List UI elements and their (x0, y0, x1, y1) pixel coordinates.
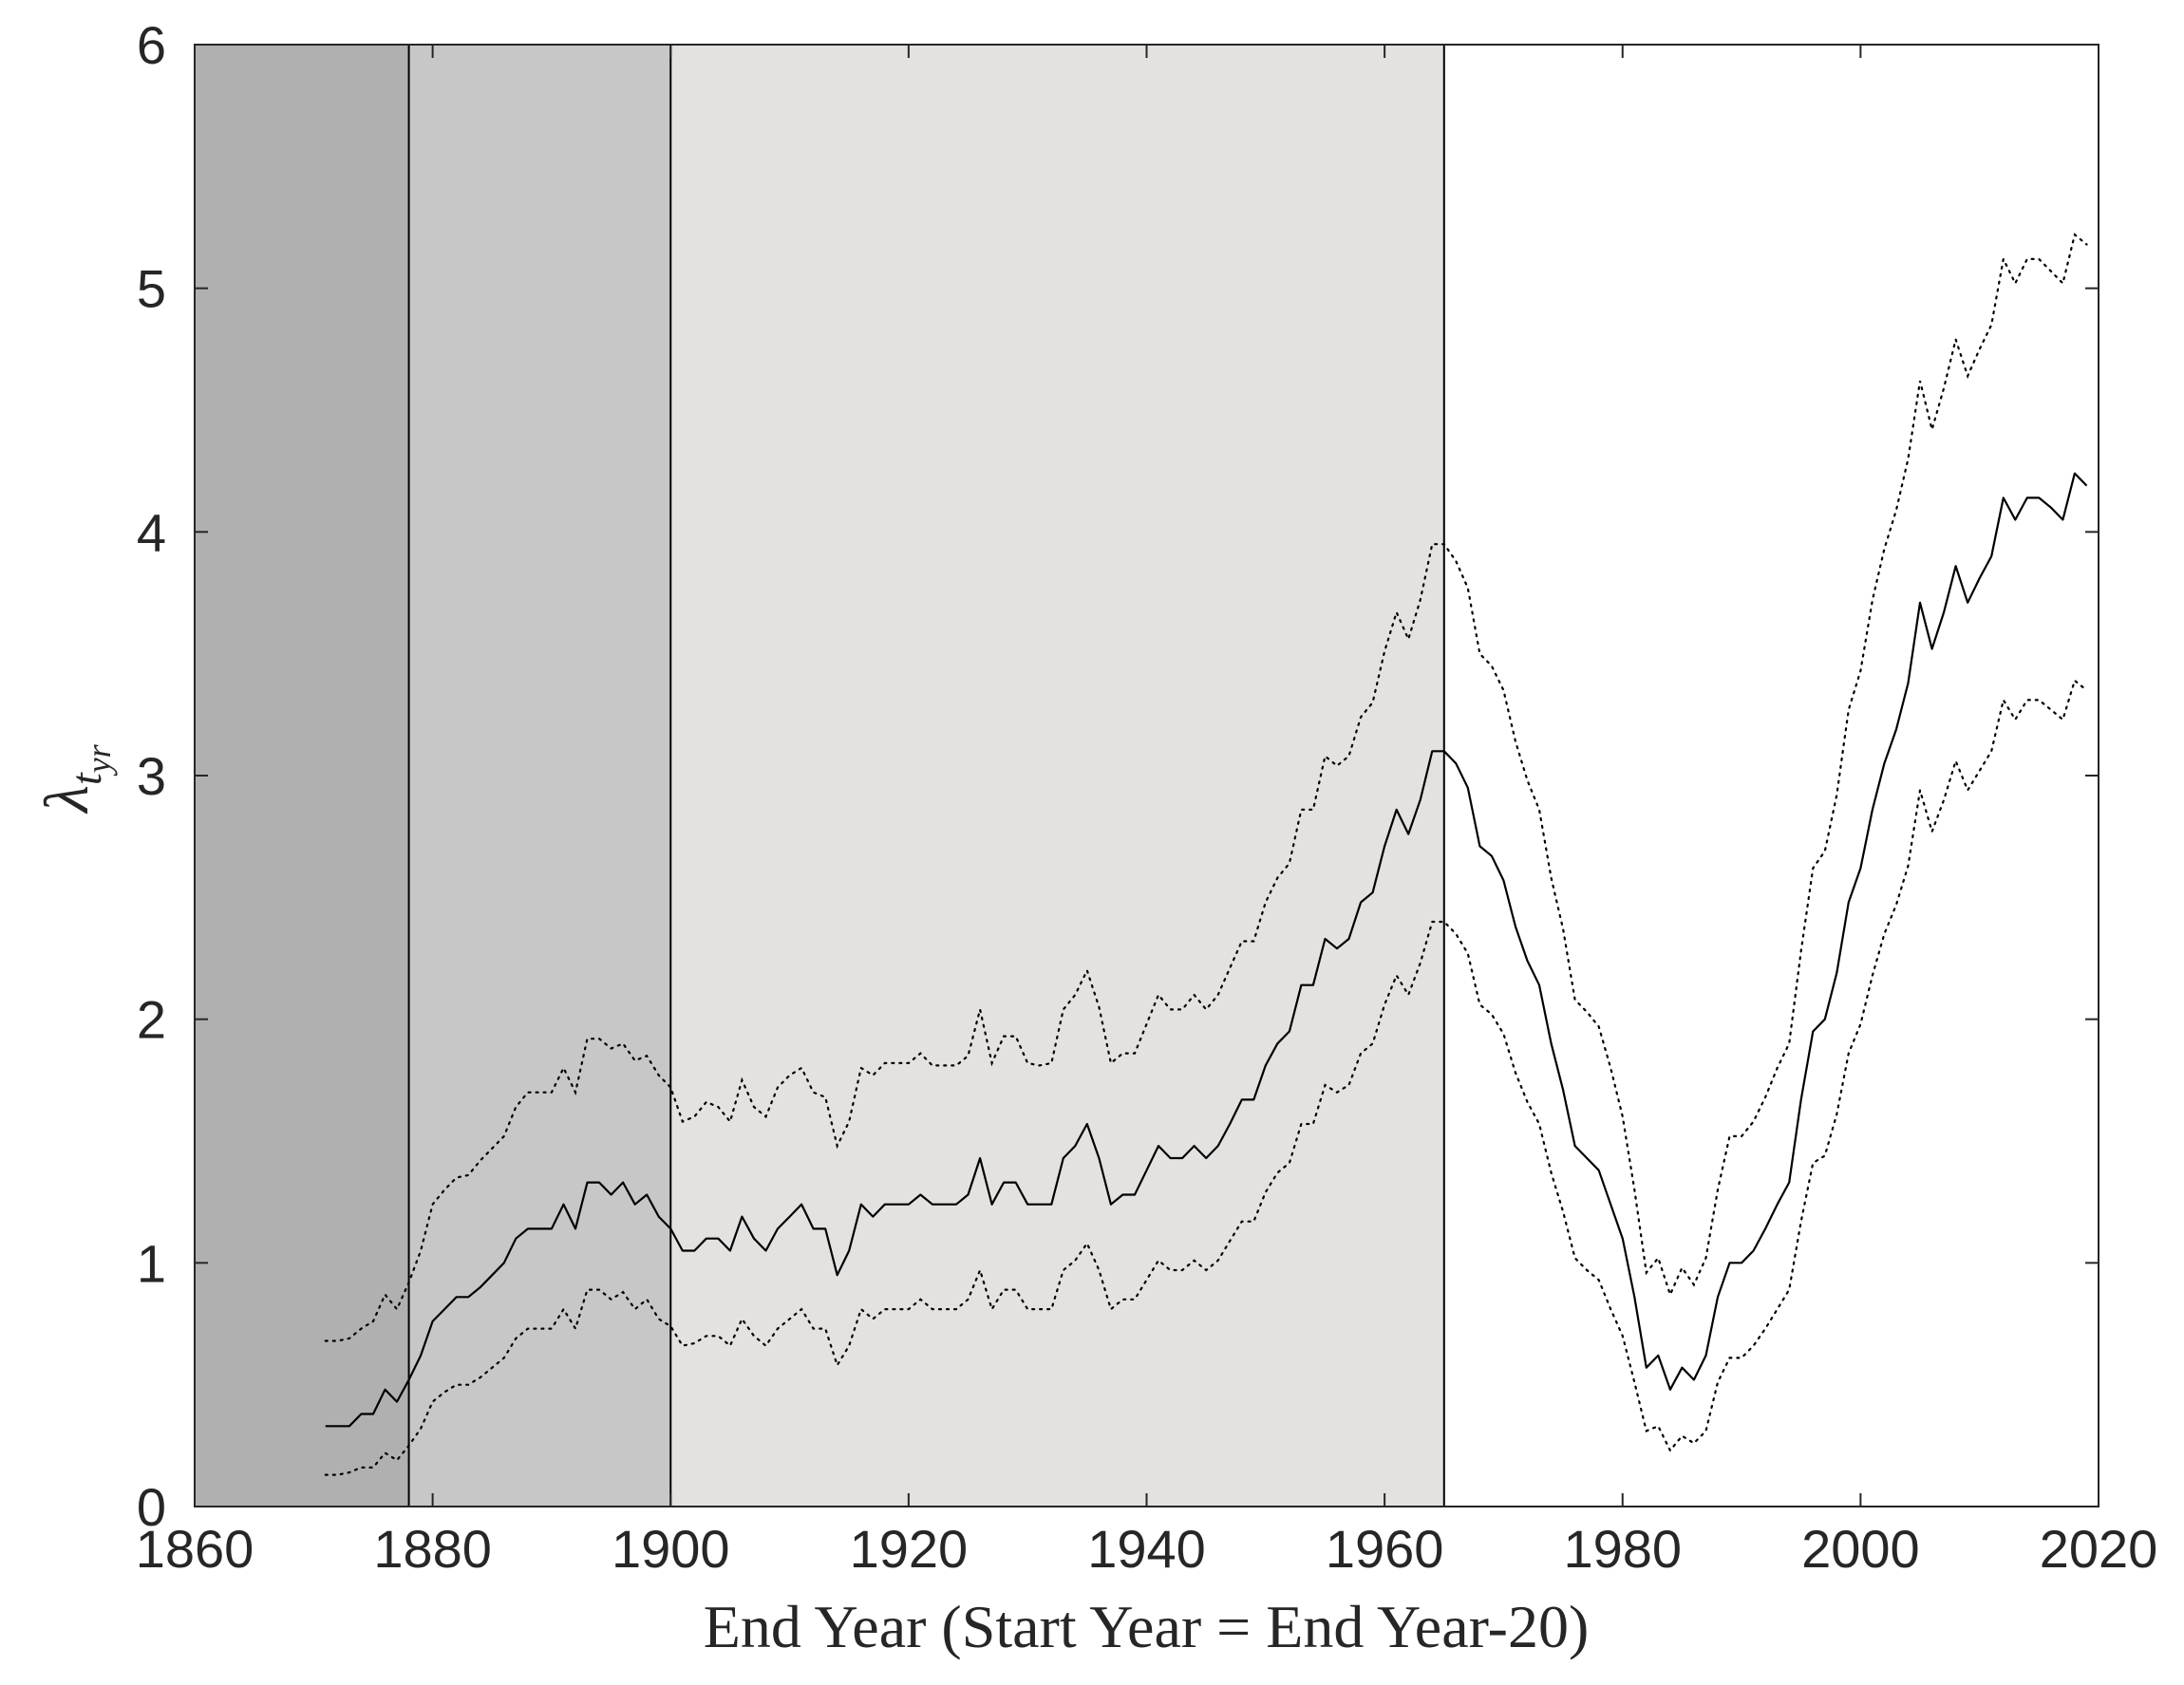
x-tick-label: 1860 (136, 1519, 254, 1579)
y-tick-label: 2 (137, 990, 166, 1050)
y-tick-label: 4 (137, 502, 166, 562)
x-tick-label: 1940 (1087, 1519, 1206, 1579)
shaded-period-3 (670, 45, 1444, 1507)
y-tick-label: 0 (137, 1477, 166, 1537)
y-tick-label: 1 (137, 1233, 166, 1293)
upper-bound-line (324, 233, 2088, 1342)
shaded-period-2 (408, 45, 671, 1507)
x-tick-label: 2000 (1801, 1519, 1920, 1579)
y-tick-label: 5 (137, 259, 166, 319)
y-axis-title-subscript: t (62, 772, 110, 785)
y-axis-title: λtyr (32, 743, 118, 814)
svg-text:λtyr: λtyr (32, 743, 118, 814)
x-tick-label: 1960 (1326, 1519, 1444, 1579)
shaded-periods (195, 45, 1444, 1507)
x-tick-label: 1900 (612, 1519, 730, 1579)
series-layer (324, 233, 2088, 1476)
shaded-period-1 (195, 45, 409, 1507)
x-tick-label: 1920 (850, 1519, 969, 1579)
y-axis: 0 1 2 3 4 5 6 (137, 15, 2099, 1537)
x-tick-label: 2020 (2040, 1519, 2158, 1579)
y-axis-title-subsubscript: yr (80, 743, 118, 776)
x-tick-label: 1980 (1563, 1519, 1682, 1579)
period-divider-lines (407, 45, 1445, 1507)
y-tick-label: 3 (137, 746, 166, 806)
x-tick-label: 1880 (373, 1519, 492, 1579)
mean-line (325, 472, 2088, 1428)
x-axis-title: End Year (Start Year = End Year-20) (704, 1593, 1590, 1660)
x-axis: 1860 1880 1900 1920 1940 1960 1980 2000 2020 (136, 45, 2158, 1579)
lower-bound-line (324, 679, 2088, 1476)
y-axis-title-main: λ (32, 785, 102, 814)
y-tick-label: 6 (137, 15, 166, 75)
